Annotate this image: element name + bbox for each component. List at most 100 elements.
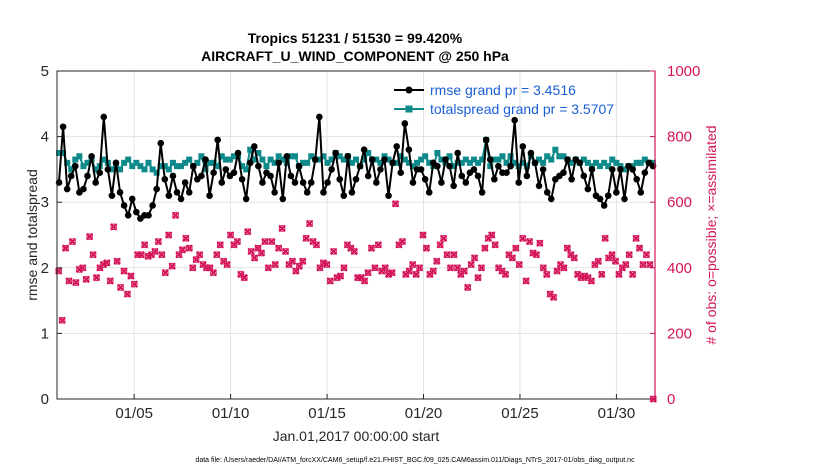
totalspread-point	[263, 163, 270, 170]
obs-count-point	[622, 260, 630, 269]
totalspread-point	[491, 156, 498, 163]
obs-possible-mark	[540, 264, 547, 272]
obs-count-point	[247, 247, 255, 256]
obs-possible-mark	[639, 261, 647, 268]
totalspread-point	[515, 163, 522, 170]
rmse-point	[568, 175, 575, 183]
obs-count-point	[536, 239, 544, 247]
obs-count-point	[518, 234, 527, 242]
totalspread-point	[133, 159, 140, 166]
obs-possible-mark	[161, 269, 169, 277]
totalspread-point	[422, 153, 429, 160]
x-tick-label: 01/10	[212, 405, 250, 422]
obs-count-point	[223, 260, 231, 269]
obs-possible-mark	[289, 257, 296, 265]
totalspread-point	[462, 156, 469, 163]
totalspread-point	[214, 163, 221, 170]
totalspread-point	[182, 159, 189, 166]
obs-count-point	[439, 234, 448, 242]
obs-possible-mark	[210, 269, 217, 277]
rmse-point	[96, 169, 104, 176]
rmse-point	[271, 189, 278, 196]
rmse-point	[364, 172, 372, 180]
obs-count-point	[195, 250, 204, 259]
obs-possible-mark	[557, 261, 564, 268]
right-y-axis-ticks: 0 200 400 600 800 1000	[650, 63, 700, 408]
obs-count-point	[226, 231, 235, 239]
rmse-point	[63, 185, 71, 193]
rmse-point	[218, 179, 226, 186]
obs-possible-mark	[347, 244, 355, 252]
rmse-point	[393, 143, 400, 150]
totalspread-point	[584, 159, 591, 166]
obs-count-point	[371, 264, 379, 272]
rmse-point	[169, 172, 177, 180]
rmse-point	[515, 179, 523, 186]
obs-count-point	[391, 200, 400, 208]
totalspread-point	[568, 159, 575, 166]
obs-count-point	[615, 270, 623, 279]
obs-possible-mark	[450, 251, 458, 258]
rmse-point	[600, 202, 608, 209]
obs-possible-mark	[443, 251, 451, 258]
rmse-point	[67, 172, 75, 180]
obs-count-point	[405, 267, 413, 275]
rmse-point	[177, 195, 185, 203]
rmse-point	[421, 175, 429, 183]
rmse-point	[255, 162, 262, 170]
totalspread-point	[129, 163, 136, 170]
obs-count-point	[525, 237, 534, 246]
totalspread-point	[523, 163, 530, 170]
totalspread-point	[206, 159, 213, 166]
obs-possible-mark	[220, 257, 227, 265]
rmse-point	[637, 189, 645, 196]
obs-count-point	[106, 277, 114, 285]
obs-possible-mark	[213, 251, 221, 258]
obs-possible-mark	[509, 254, 516, 262]
obs-possible-mark	[96, 264, 104, 272]
rmse-point	[576, 159, 584, 167]
totalspread-point	[178, 163, 185, 170]
totalspread-point	[165, 166, 172, 173]
obs-count-point	[329, 247, 338, 256]
obs-count-point	[65, 277, 73, 285]
obs-count-point	[467, 260, 475, 269]
rmse-point	[495, 162, 502, 170]
obs-count-point	[412, 270, 420, 279]
totalspread-point	[434, 150, 441, 156]
rmse-point	[491, 175, 498, 183]
totalspread-point	[409, 163, 416, 170]
rmse-point	[613, 189, 620, 196]
obs-count-point	[58, 316, 66, 324]
obs-possible-mark	[388, 269, 396, 277]
totalspread-point	[601, 159, 608, 166]
obs-possible-mark	[457, 271, 465, 278]
obs-possible-mark	[110, 223, 118, 231]
rmse-point	[531, 159, 539, 167]
totalspread-point	[450, 163, 457, 170]
totalspread-point	[385, 156, 392, 163]
rmse-point	[373, 179, 380, 186]
obs-possible-mark	[82, 275, 90, 283]
obs-possible-mark	[155, 238, 162, 245]
obs-possible-mark	[268, 238, 276, 245]
obs-possible-mark	[278, 225, 286, 232]
totalspread-point	[605, 163, 612, 170]
obs-possible-mark	[299, 257, 307, 265]
rmse-point	[381, 156, 388, 163]
obs-possible-mark	[601, 234, 609, 242]
rmse-point	[608, 166, 616, 173]
obs-count-point	[92, 273, 101, 282]
rmse-point	[214, 136, 221, 144]
rmse-point	[210, 169, 217, 176]
obs-possible-mark	[570, 254, 578, 262]
obs-count-point	[408, 260, 417, 269]
obs-possible-mark	[326, 277, 334, 285]
obs-count-point	[532, 250, 541, 259]
obs-possible-mark	[405, 267, 413, 275]
obs-count-point	[474, 273, 482, 282]
obs-possible-mark	[148, 251, 155, 258]
totalspread-point	[72, 156, 79, 163]
rmse-point	[116, 189, 124, 196]
